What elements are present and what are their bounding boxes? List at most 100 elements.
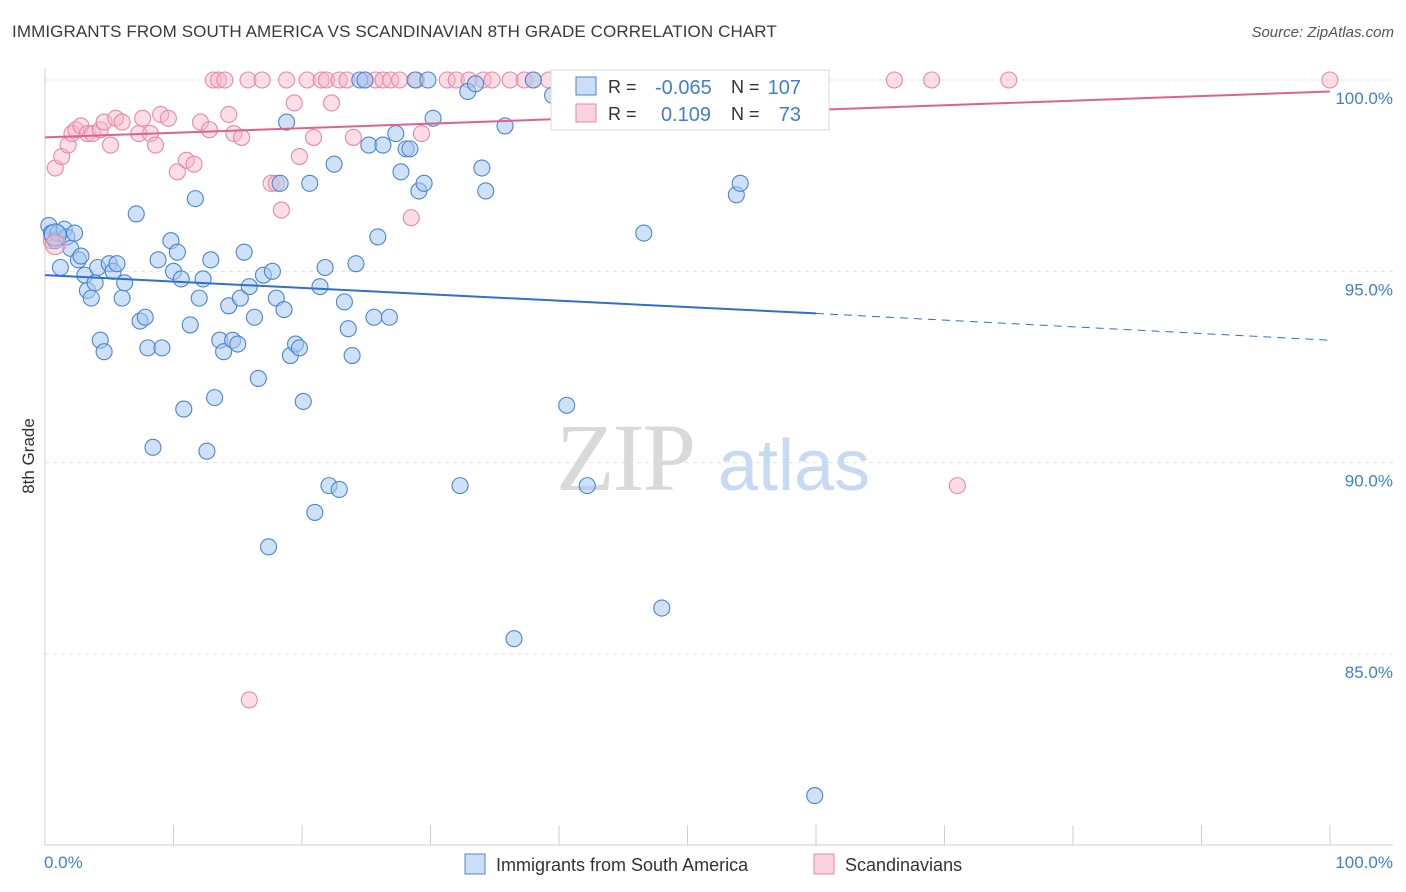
point-scandinavians [185,155,203,173]
point-south-america [578,477,596,495]
y-tick-label: 90.0% [1345,472,1393,491]
point-south-america [365,308,383,326]
point-scandinavians [501,71,519,89]
y-tick-label: 85.0% [1345,663,1393,682]
point-south-america [202,251,220,269]
point-south-america [263,262,281,280]
point-scandinavians [298,71,316,89]
point-south-america [380,308,398,326]
point-south-america [311,278,329,296]
point-south-america [290,339,308,357]
point-south-america [806,787,824,805]
series-label-blue: Immigrants from South America [496,855,749,875]
point-south-america [339,320,357,338]
point-scandinavians [83,125,102,143]
point-scandinavians [209,71,228,89]
point-south-america [82,289,100,307]
point-scandinavians [391,71,409,89]
point-south-america [149,251,167,269]
chart-title: IMMIGRANTS FROM SOUTH AMERICA VS SCANDIN… [12,22,777,41]
point-south-america [278,113,296,131]
point-south-america [335,293,353,311]
y-axis-title: 8th Grade [19,418,38,494]
point-south-america [419,71,437,89]
point-scandinavians [240,691,258,709]
point-scandinavians [233,128,251,146]
watermark-atlas: atlas [718,426,870,506]
point-south-america [172,270,190,288]
point-scandinavians [177,151,195,169]
point-south-america [144,438,162,456]
point-south-america [194,270,212,288]
point-south-america [392,163,410,181]
point-scandinavians [216,71,234,89]
point-south-america [186,190,204,208]
x-tick-label-max: 100.0% [1335,853,1393,872]
point-south-america [168,243,186,261]
point-south-america [175,400,193,418]
data-points [40,71,1339,805]
legend-n-label-pink: N = [731,104,760,124]
watermark-zip: ZIP [556,404,694,511]
series-swatch-blue [464,853,486,875]
series-label-pink: Scandinavians [845,855,962,875]
series-swatch-pink [813,853,835,875]
point-south-america [653,599,671,617]
legend-r-value-pink: 0.109 [661,104,711,126]
point-scandinavians [312,71,330,89]
point-south-america [136,308,154,326]
point-scandinavians [134,109,152,127]
point-south-america [190,289,208,307]
legend-r-value-blue: -0.065 [655,77,712,99]
point-scandinavians [253,71,271,89]
point-scandinavians [278,71,296,89]
point-south-america [181,316,199,334]
point-scandinavians [101,136,120,154]
point-scandinavians [168,163,186,181]
point-scandinavians [44,233,66,256]
point-south-america [198,442,216,460]
legend-n-value-blue: 107 [768,77,801,99]
point-south-america [466,75,485,93]
point-south-america [127,205,145,223]
point-south-america [524,71,542,89]
point-scandinavians [91,121,109,139]
point-scandinavians [447,71,465,89]
point-south-america [424,109,442,127]
point-scandinavians [305,128,323,146]
point-south-america [116,274,134,292]
point-scandinavians [159,109,177,127]
point-south-america [229,335,247,353]
legend-n-label-blue: N = [731,77,760,97]
point-scandinavians [382,71,400,89]
axes [44,68,1393,846]
point-south-america [235,243,253,261]
point-scandinavians [290,147,308,166]
point-south-america [401,140,419,158]
point-scandinavians [1000,71,1018,89]
point-south-america [51,258,69,277]
point-scandinavians [323,94,341,112]
point-south-america [451,477,469,495]
point-south-america [113,289,131,307]
y-tick-labels: 100.0% 95.0% 90.0% 85.0% [1335,89,1393,682]
point-scandinavians [412,125,431,143]
point-scandinavians [204,71,222,89]
stats-legend-box [550,69,830,131]
y-tick-label: 100.0% [1335,89,1393,108]
legend-n-value-pink: 73 [779,104,801,126]
point-south-america [271,174,289,192]
point-south-america [347,255,365,273]
point-south-america [316,258,334,277]
point-south-america [240,278,258,296]
legend-r-label-pink: R = [608,104,637,124]
point-south-america [635,224,653,242]
point-south-america [343,346,361,365]
point-south-america [330,480,348,499]
point-south-america [215,343,233,361]
grid-lines [45,79,1393,655]
legend-swatch-pink [575,103,597,123]
point-south-america [95,343,113,361]
point-scandinavians [483,71,501,89]
